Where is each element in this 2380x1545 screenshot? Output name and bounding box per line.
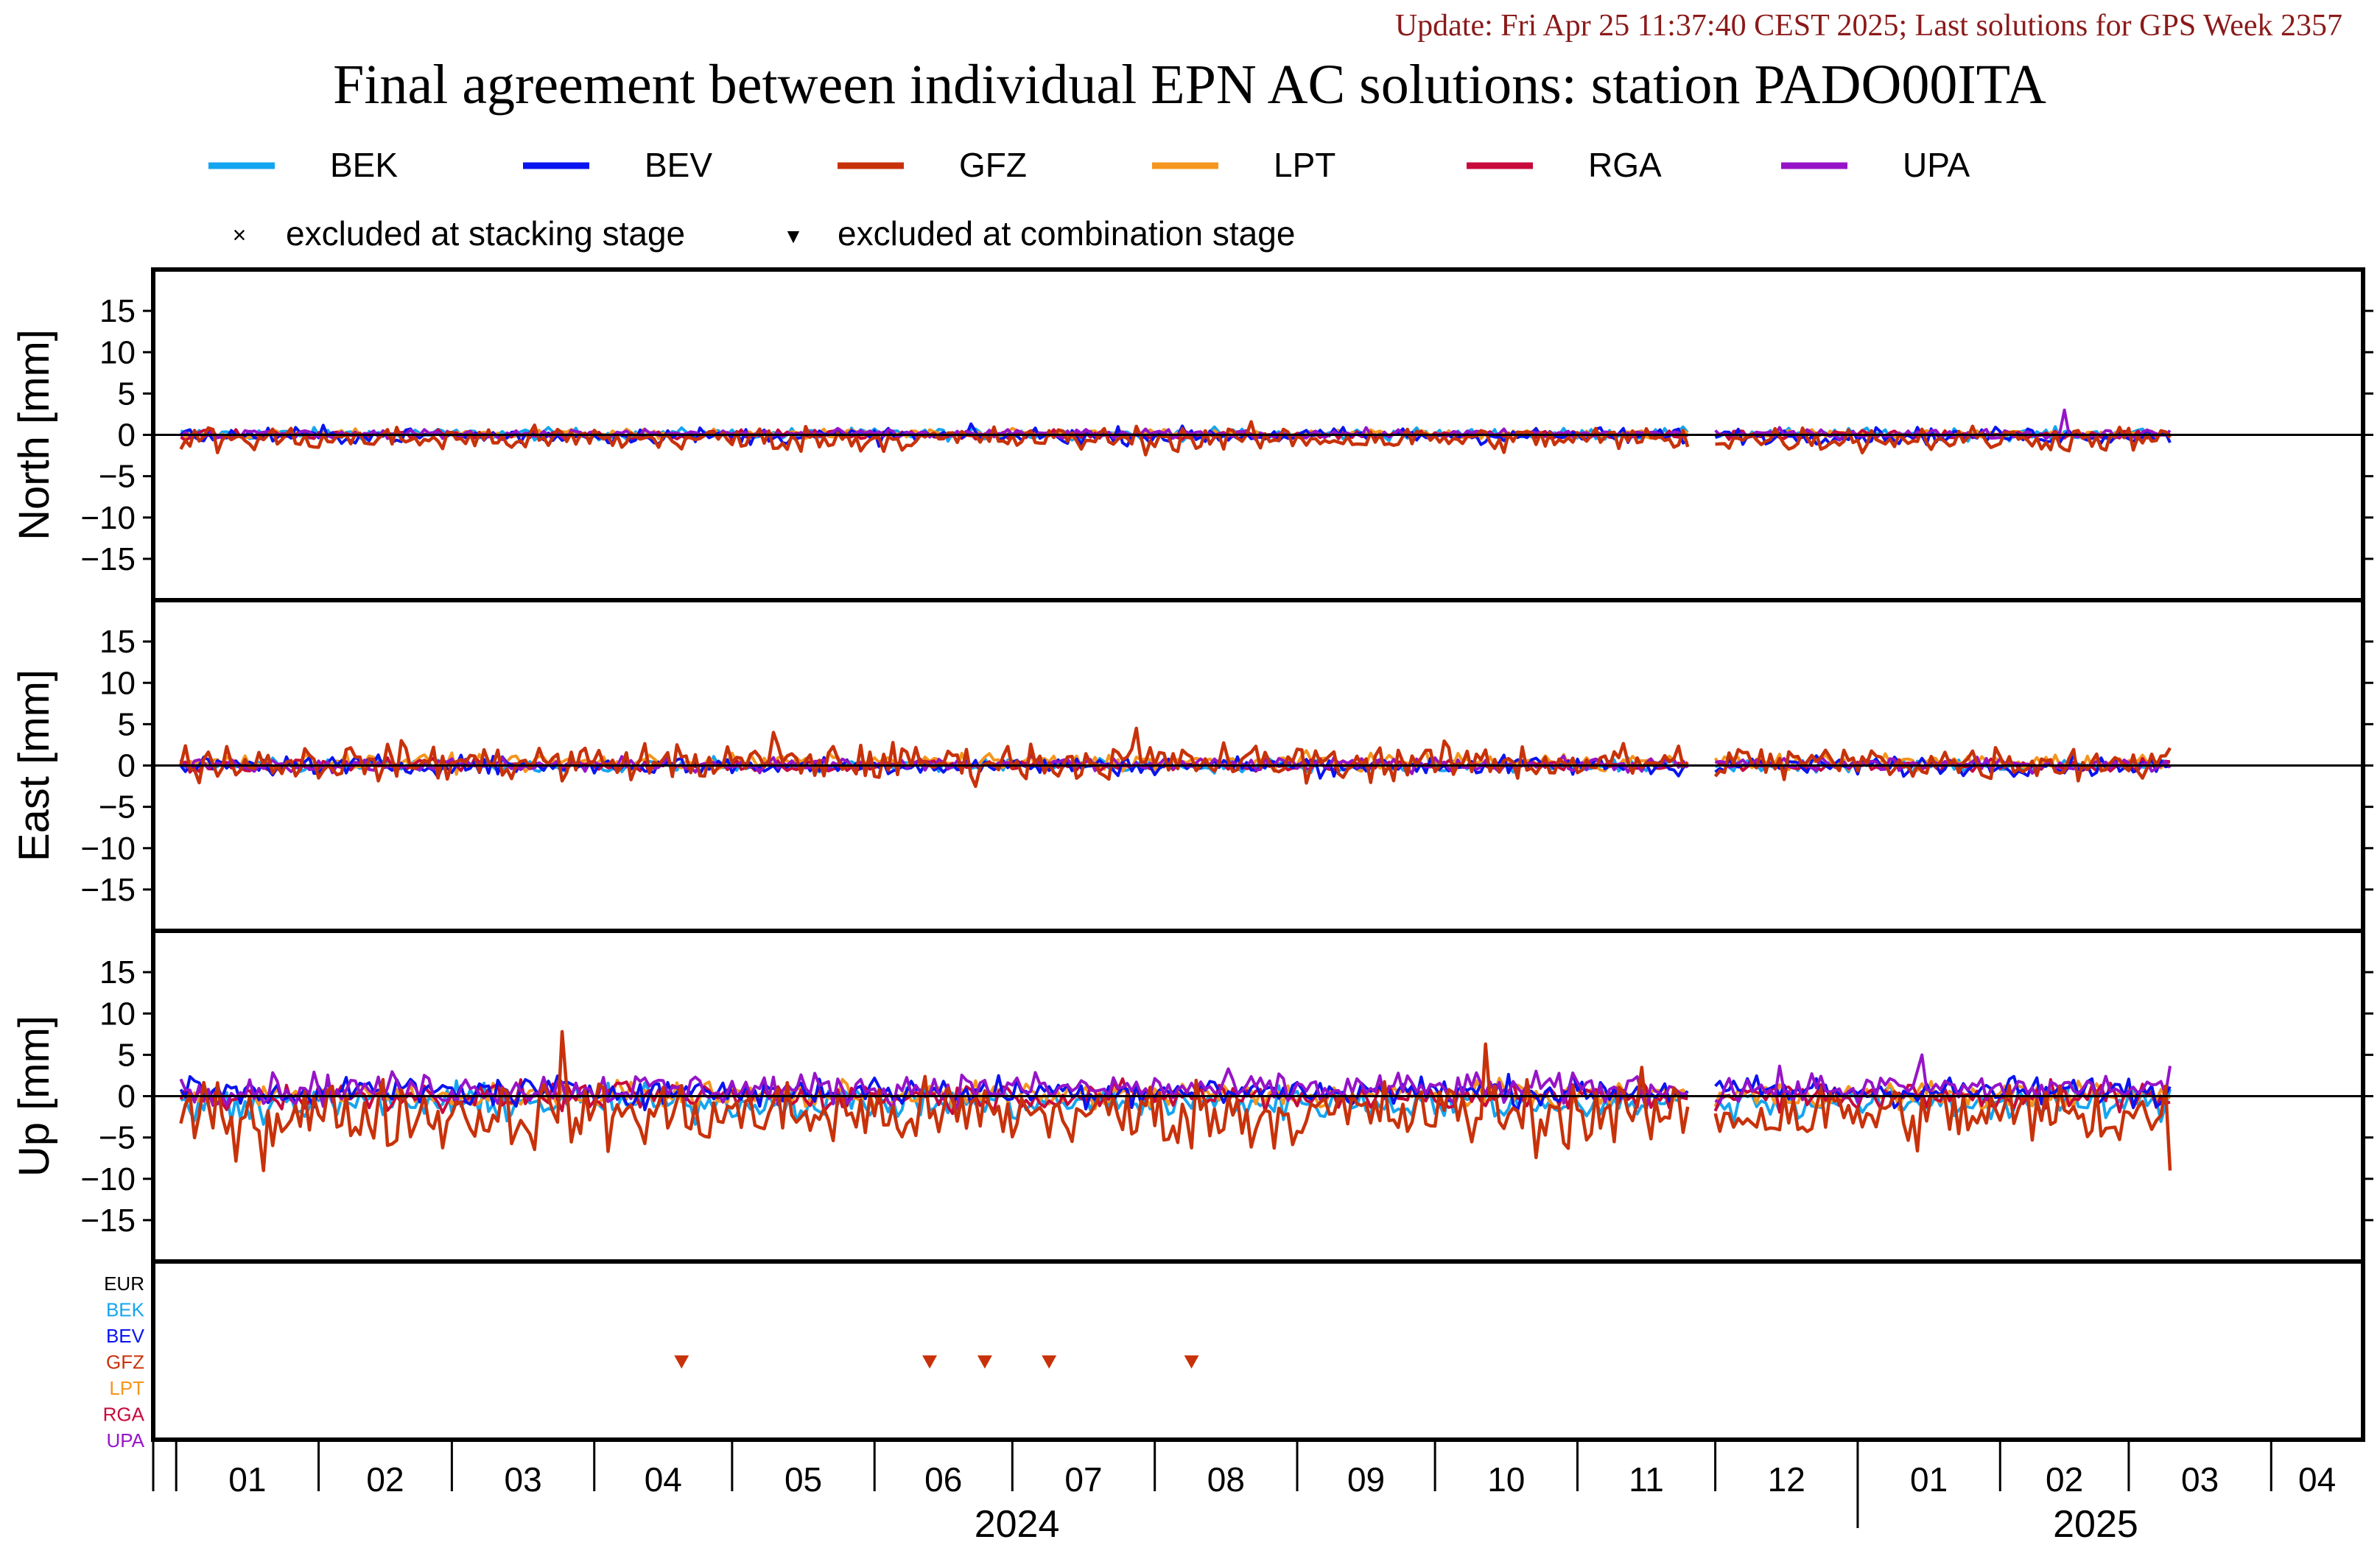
y-tick-label: −10 (80, 500, 136, 536)
combination-marker-label: excluded at combination stage (838, 214, 1295, 253)
y-tick-label: 15 (99, 954, 136, 990)
legend-item-lpt: LPT (1152, 146, 1335, 184)
x-month-label: 03 (504, 1460, 541, 1499)
y-tick-label: −10 (80, 1161, 136, 1197)
exclusion-row-label: EUR (104, 1273, 144, 1295)
x-month-label: 04 (2298, 1460, 2336, 1499)
y-axis-label: North [mm] (10, 329, 58, 541)
y-tick-label: 10 (99, 334, 136, 370)
x-month-label: 02 (2046, 1460, 2083, 1499)
panel-east: 15 10 5 0 −5 −10 −15 East [mm] (10, 598, 2373, 933)
panel-north: 15 10 5 0 −5 −10 −15 North [mm] (10, 267, 2373, 602)
y-tick-label: −15 (80, 1203, 136, 1239)
y-tick-label: 0 (118, 418, 136, 454)
y-tick-label: 5 (118, 1037, 136, 1073)
panel-up: 15 10 5 0 −5 −10 −15 Up [mm] (10, 929, 2373, 1264)
series-group (179, 408, 2172, 457)
x-month-label: 06 (924, 1460, 962, 1499)
x-month-label: 12 (1768, 1460, 1805, 1499)
x-month-label: 04 (645, 1460, 682, 1499)
legend-label: LPT (1274, 146, 1335, 184)
x-month-label: 11 (1629, 1460, 1664, 1499)
series-line-gfz (179, 420, 2172, 457)
legend-item-bev: BEV (523, 146, 712, 184)
exclusion-row-label: BEK (106, 1299, 145, 1321)
x-axis: 01 02 03 04 05 06 07 08 09 10 11 12 01 02 03 04 2024 2025 (152, 1440, 2336, 1545)
y-tick-label: −15 (80, 541, 136, 577)
y-tick-label: −5 (99, 789, 136, 826)
legend-label: RGA (1588, 146, 1662, 184)
y-tick-label: −10 (80, 831, 136, 867)
y-axis-label: East [mm] (10, 669, 58, 862)
x-month-label: 01 (228, 1460, 266, 1499)
x-month-label: 08 (1207, 1460, 1245, 1499)
legend-item-rga: RGA (1467, 146, 1662, 184)
y-tick-label: 0 (118, 1079, 136, 1115)
series-group (179, 1030, 2172, 1172)
y-tick-label: 0 (118, 748, 136, 784)
y-axis-label: Up [mm] (10, 1016, 58, 1177)
legend-item-bek: BEK (208, 146, 398, 184)
y-tick-label: −15 (80, 872, 136, 908)
y-tick-label: −5 (99, 459, 136, 495)
x-month-label: 05 (784, 1460, 822, 1499)
y-tick-label: 10 (99, 996, 136, 1032)
y-tick-label: 15 (99, 624, 136, 660)
panels: 15 10 5 0 −5 −10 −15 North [mm] 15 10 5 0 −5 −10 −15 Ea… (10, 267, 2373, 1451)
y-tick-label: 10 (99, 665, 136, 701)
exclusion-row-label: LPT (109, 1377, 144, 1399)
y-tick-label: −5 (99, 1120, 136, 1156)
x-year-label: 2025 (2053, 1503, 2138, 1545)
combination-exclusion-marker (922, 1355, 938, 1369)
legend-item-gfz: GFZ (838, 146, 1027, 184)
combination-marker-icon: ▼ (783, 225, 804, 247)
legend-label: BEV (645, 146, 712, 184)
y-tick-label: 5 (118, 706, 136, 742)
update-text: Update: Fri Apr 25 11:37:40 CEST 2025; L… (1395, 9, 2342, 43)
exclusion-panel: EUR BEK BEV GFZ LPT RGA UPA (103, 1259, 2365, 1451)
chart-title: Final agreement between individual EPN A… (333, 54, 2046, 116)
x-month-label: 10 (1487, 1460, 1525, 1499)
x-year-label: 2024 (975, 1503, 1060, 1545)
x-month-label: 07 (1064, 1460, 1102, 1499)
exclusion-row-label: RGA (103, 1404, 145, 1426)
combination-exclusion-marker (977, 1355, 992, 1369)
x-month-label: 01 (1910, 1460, 1948, 1499)
exclusion-row-label: BEV (106, 1325, 145, 1347)
combination-exclusion-marker (1042, 1355, 1057, 1369)
x-month-label: 09 (1347, 1460, 1385, 1499)
exclusion-row-label: GFZ (106, 1351, 144, 1373)
stacking-marker-label: excluded at stacking stage (286, 214, 685, 253)
x-month-label: 03 (2181, 1460, 2219, 1499)
y-tick-label: 15 (99, 293, 136, 329)
legend-item-upa: UPA (1781, 146, 1970, 184)
legend-label: BEK (330, 146, 398, 184)
series-line-gfz (179, 726, 2172, 789)
legend: BEK BEV GFZ LPT RGA UPA × excluded at stacking … (208, 146, 1970, 253)
legend-label: GFZ (959, 146, 1027, 184)
stacking-marker-icon: × (233, 222, 247, 248)
exclusion-frame (151, 1259, 2365, 1442)
x-month-label: 02 (366, 1460, 404, 1499)
series-group (179, 726, 2172, 789)
y-tick-label: 5 (118, 376, 136, 412)
exclusion-row-label: UPA (106, 1429, 144, 1451)
combination-exclusion-marker (1184, 1355, 1199, 1369)
legend-label: UPA (1903, 146, 1970, 184)
combination-exclusion-marker (674, 1355, 689, 1369)
